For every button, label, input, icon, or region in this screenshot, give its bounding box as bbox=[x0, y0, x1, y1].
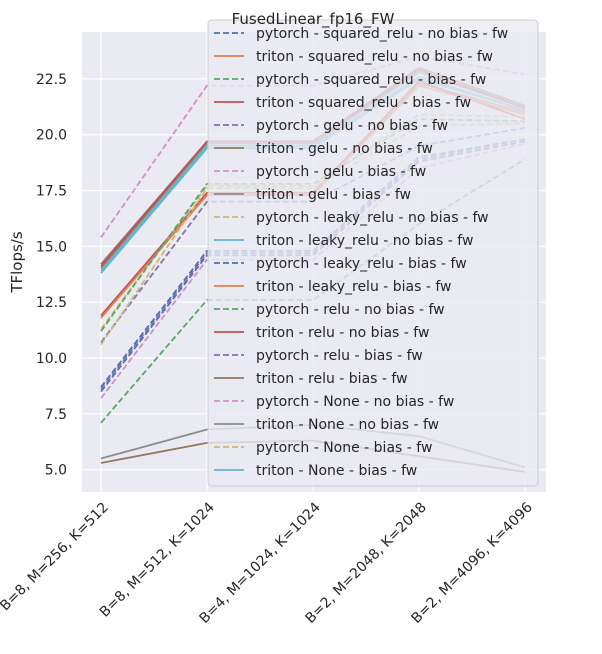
legend-label: pytorch - leaky_relu - no bias - fw bbox=[256, 210, 489, 226]
legend-entry: pytorch - relu - no bias - fw bbox=[214, 302, 445, 318]
legend-label: pytorch - leaky_relu - bias - fw bbox=[256, 256, 467, 272]
y-tick-label: 5.0 bbox=[45, 463, 67, 479]
legend-label: triton - gelu - bias - fw bbox=[256, 187, 411, 203]
legend-label: pytorch - None - no bias - fw bbox=[256, 394, 454, 410]
legend-items: pytorch - squared_relu - no bias - fw tri… bbox=[214, 26, 508, 479]
legend-box bbox=[207, 19, 539, 487]
y-tick-label: 10.0 bbox=[36, 351, 67, 367]
x-tick-label: B=2, M=2048, K=2048 bbox=[303, 500, 430, 627]
y-axis-label: TFlops/s bbox=[8, 231, 26, 294]
legend-entry: pytorch - leaky_relu - no bias - fw bbox=[214, 210, 489, 226]
legend-label: pytorch - relu - no bias - fw bbox=[256, 302, 445, 318]
legend-entry: pytorch - None - no bias - fw bbox=[214, 394, 454, 410]
legend-label: triton - relu - no bias - fw bbox=[256, 325, 429, 341]
legend-label: pytorch - relu - bias - fw bbox=[256, 348, 423, 364]
series-line-3 bbox=[100, 158, 526, 424]
legend-entry: pytorch - squared_relu - no bias - fw bbox=[214, 26, 508, 42]
legend-entry: pytorch - gelu - no bias - fw bbox=[214, 118, 448, 134]
legend-label: pytorch - gelu - no bias - fw bbox=[256, 118, 448, 134]
legend-label: triton - None - bias - fw bbox=[256, 463, 417, 479]
y-tick-label: 15.0 bbox=[36, 239, 67, 255]
legend-entry: pytorch - leaky_relu - bias - fw bbox=[214, 256, 467, 272]
legend-label: triton - leaky_relu - no bias - fw bbox=[256, 233, 473, 249]
y-tick-label: 22.5 bbox=[36, 72, 67, 88]
legend-entry: triton - leaky_relu - bias - fw bbox=[214, 279, 452, 295]
legend-label: triton - squared_relu - no bias - fw bbox=[256, 49, 493, 65]
legend-entry: pytorch - squared_relu - bias - fw bbox=[214, 72, 486, 88]
legend-label: triton - leaky_relu - bias - fw bbox=[256, 279, 452, 295]
chart-title: FusedLinear_fp16_FW bbox=[232, 10, 395, 29]
legend-entry: triton - None - bias - fw bbox=[214, 463, 417, 479]
legend-entry: triton - leaky_relu - no bias - fw bbox=[214, 233, 473, 249]
legend-entry: triton - squared_relu - bias - fw bbox=[214, 95, 471, 111]
y-tick-label: 12.5 bbox=[36, 295, 67, 311]
legend-entry: triton - squared_relu - no bias - fw bbox=[214, 49, 493, 65]
legend-entry: triton - None - no bias - fw bbox=[214, 417, 439, 433]
legend-label: triton - gelu - no bias - fw bbox=[256, 141, 433, 157]
legend-entry: triton - gelu - bias - fw bbox=[214, 187, 411, 203]
x-tick-label: B=4, M=1024, K=1024 bbox=[197, 499, 324, 626]
legend-label: pytorch - squared_relu - no bias - fw bbox=[256, 26, 508, 42]
x-tick-label: B=2, M=4096, K=4096 bbox=[409, 499, 536, 626]
series-line-13 bbox=[100, 118, 526, 332]
legend: pytorch - squared_relu - no bias - fw tri… bbox=[207, 19, 539, 487]
legend-label: pytorch - gelu - bias - fw bbox=[256, 164, 426, 180]
legend-entry: pytorch - None - bias - fw bbox=[214, 440, 432, 456]
legend-entry: triton - relu - bias - fw bbox=[214, 371, 408, 387]
y-tick-label: 7.5 bbox=[45, 407, 67, 423]
legend-entry: pytorch - gelu - bias - fw bbox=[214, 164, 426, 180]
legend-label: triton - None - no bias - fw bbox=[256, 417, 439, 433]
legend-entry: triton - gelu - no bias - fw bbox=[214, 141, 433, 157]
legend-label: triton - squared_relu - bias - fw bbox=[256, 95, 471, 111]
x-tick-label: B=8, M=256, K=512 bbox=[0, 500, 112, 615]
legend-label: pytorch - squared_relu - bias - fw bbox=[256, 72, 486, 88]
legend-entry: pytorch - relu - bias - fw bbox=[214, 348, 423, 364]
legend-label: pytorch - None - bias - fw bbox=[256, 440, 432, 456]
y-tick-label: 17.5 bbox=[36, 184, 67, 200]
y-tick-labels: 5.0 7.5 10.0 12.5 15.0 17.5 20.0 22.5 bbox=[36, 72, 67, 479]
x-tick-label: B=8, M=512, K=1024 bbox=[97, 499, 218, 620]
legend-label: triton - relu - bias - fw bbox=[256, 371, 408, 387]
legend-entry: triton - relu - no bias - fw bbox=[214, 325, 429, 341]
y-tick-label: 20.0 bbox=[36, 128, 67, 144]
